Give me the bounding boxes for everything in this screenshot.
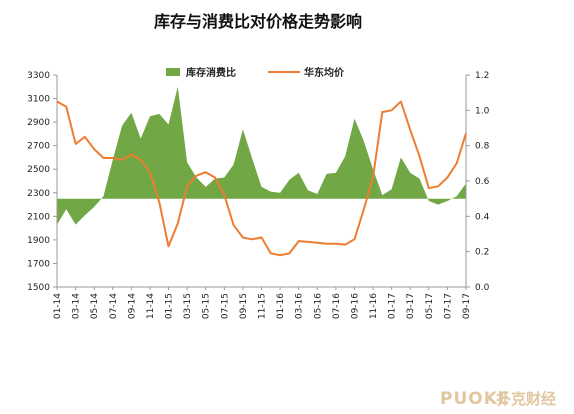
right-tick-label: 0.2 — [475, 248, 489, 258]
left-tick-label: 3300 — [27, 71, 50, 81]
watermark-brand-text: 扑克财经 — [496, 390, 556, 408]
x-tick-label: 05-16 — [313, 293, 323, 319]
x-tick-label: 03-16 — [295, 293, 305, 319]
x-tick-label: 01-14 — [53, 293, 63, 319]
x-tick-label: 05-15 — [202, 293, 212, 319]
left-tick-label: 1900 — [27, 236, 50, 246]
series-area-inventory-ratio — [57, 86, 466, 225]
x-tick-label: 11-15 — [258, 293, 268, 319]
x-tick-label: 03-14 — [72, 293, 82, 319]
area-layer — [57, 86, 466, 225]
x-tick-label: 11-14 — [146, 293, 156, 319]
x-tick-label: 09-17 — [462, 293, 472, 319]
x-tick-label: 07-15 — [220, 293, 230, 319]
right-tick-label: 0.6 — [475, 177, 490, 187]
x-tick-label: 09-14 — [127, 293, 137, 319]
x-tick-label: 09-15 — [239, 293, 249, 319]
x-tick-label: 01-16 — [276, 293, 286, 319]
left-tick-label: 2100 — [27, 212, 50, 222]
right-tick-label: 0.4 — [475, 212, 490, 222]
watermark: PUOKE 扑克财经 — [440, 389, 556, 409]
x-tick-label: 01-15 — [165, 293, 175, 319]
left-tick-label: 2500 — [27, 165, 50, 175]
x-tick-label: 11-16 — [369, 293, 379, 319]
x-tick-label: 09-16 — [350, 293, 360, 319]
x-tick-label: 05-17 — [425, 293, 435, 319]
x-tick-label: 07-14 — [109, 293, 119, 319]
x-tick-label: 07-16 — [332, 293, 342, 319]
right-tick-label: 0.8 — [475, 142, 490, 152]
left-tick-label: 2900 — [27, 118, 50, 128]
legend-label-area: 库存消费比 — [186, 66, 236, 79]
x-axis-ticks: 01-14 03-14 05-14 07-14 09-14 11-14 01-15 03-15… — [53, 287, 472, 319]
left-axis-ticks: 1500 1700 1900 2100 2300 2500 2700 2900 3100 3300 — [27, 71, 57, 293]
right-tick-label: 1.0 — [475, 106, 490, 116]
watermark-logo-text: PUOKE — [440, 389, 511, 409]
x-tick-label: 01-17 — [388, 293, 398, 319]
line-layer — [56, 100, 467, 257]
x-tick-label: 05-14 — [90, 293, 100, 319]
right-axis-ticks: 0.0 0.2 0.4 0.6 0.8 1.0 1.2 — [466, 71, 490, 293]
right-tick-label: 0.0 — [475, 283, 490, 293]
legend-label-line: 华东均价 — [304, 66, 345, 79]
x-tick-label: 03-17 — [406, 293, 416, 319]
chart-title: 库存与消费比对价格走势影响 — [154, 12, 362, 31]
x-tick-label: 03-15 — [183, 293, 193, 319]
right-tick-label: 1.2 — [475, 71, 489, 81]
left-tick-label: 2300 — [27, 189, 50, 199]
left-tick-label: 2700 — [27, 142, 50, 152]
left-tick-label: 1700 — [27, 259, 50, 269]
left-tick-label: 3100 — [27, 95, 50, 105]
legend: 库存消费比 华东均价 — [166, 66, 345, 79]
legend-swatch-area — [166, 68, 180, 76]
x-tick-label: 07-17 — [443, 293, 453, 319]
left-tick-label: 1500 — [27, 283, 50, 293]
series-line-east-china-price — [56, 100, 467, 257]
